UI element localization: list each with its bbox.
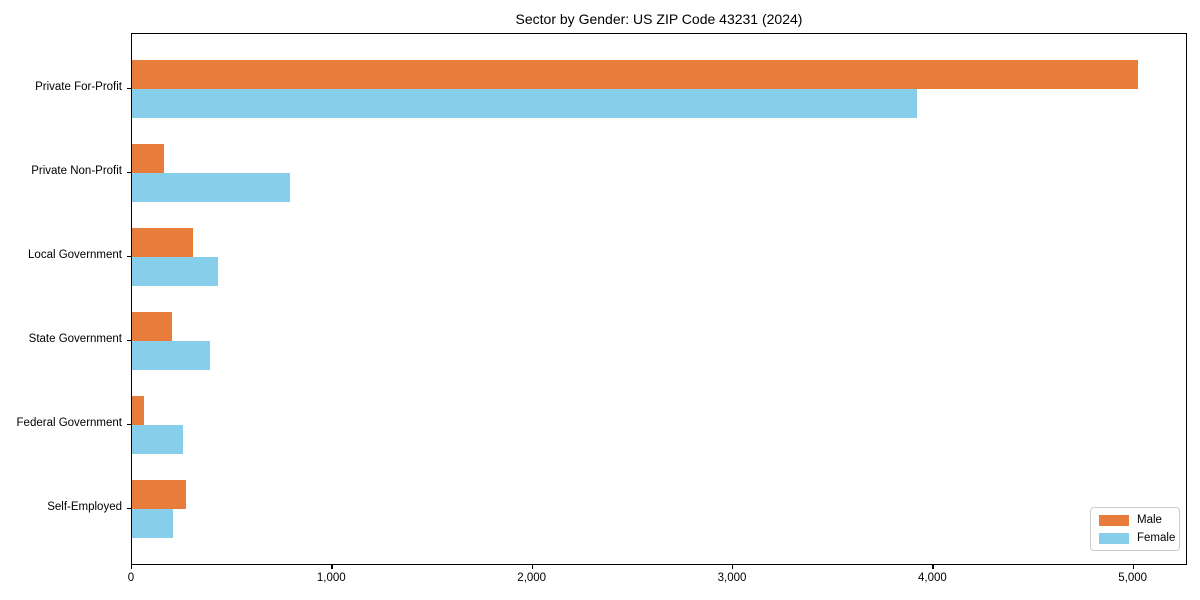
y-tick-mark: [127, 172, 131, 174]
x-tick-mark: [131, 565, 133, 569]
legend-entry-female: Female: [1099, 532, 1175, 544]
plot-area: [131, 33, 1187, 565]
y-tick-mark: [127, 256, 131, 258]
y-tick-label: Local Government: [28, 249, 122, 261]
bar-female-state-government: [132, 341, 211, 370]
legend-entry-male: Male: [1099, 514, 1171, 526]
x-tick-mark: [932, 565, 934, 569]
y-tick-mark: [127, 508, 131, 510]
bar-male-local-government: [132, 228, 194, 257]
bar-female-private-non-profit: [132, 173, 291, 202]
y-tick-label: State Government: [28, 333, 122, 345]
legend-swatch-female: [1099, 532, 1129, 544]
x-tick-label: 3,000: [717, 572, 747, 584]
bar-female-self-employed: [132, 509, 174, 538]
legend-swatch-male: [1099, 514, 1129, 526]
x-tick-mark: [1132, 565, 1134, 569]
legend-label: Female: [1137, 532, 1176, 544]
legend-label: Male: [1137, 514, 1162, 526]
x-tick-label: 2,000: [517, 572, 547, 584]
x-tick-mark: [531, 565, 533, 569]
y-tick-label: Private Non-Profit: [31, 165, 122, 177]
legend: Male Female: [1090, 507, 1180, 551]
bar-female-local-government: [132, 257, 219, 286]
y-tick-mark: [127, 88, 131, 90]
y-tick-label: Federal Government: [16, 417, 122, 429]
bar-female-private-for-profit: [132, 89, 918, 118]
chart-title: Sector by Gender: US ZIP Code 43231 (202…: [515, 11, 803, 27]
x-tick-label: 1,000: [316, 572, 346, 584]
bar-male-federal-government: [132, 396, 144, 425]
bar-male-self-employed: [132, 480, 187, 509]
bar-male-private-non-profit: [132, 144, 165, 173]
bar-female-federal-government: [132, 425, 184, 454]
bar-male-private-for-profit: [132, 60, 1138, 89]
y-tick-mark: [127, 340, 131, 342]
x-tick-mark: [331, 565, 333, 569]
x-tick-label: 4,000: [918, 572, 947, 584]
x-tick-label: 0: [127, 572, 135, 584]
x-tick-label: 5,000: [1118, 572, 1148, 584]
y-tick-label: Private For-Profit: [35, 81, 122, 93]
bar-male-state-government: [132, 312, 173, 341]
y-tick-mark: [127, 424, 131, 426]
y-tick-label: Self-Employed: [47, 501, 122, 513]
x-tick-mark: [732, 565, 734, 569]
